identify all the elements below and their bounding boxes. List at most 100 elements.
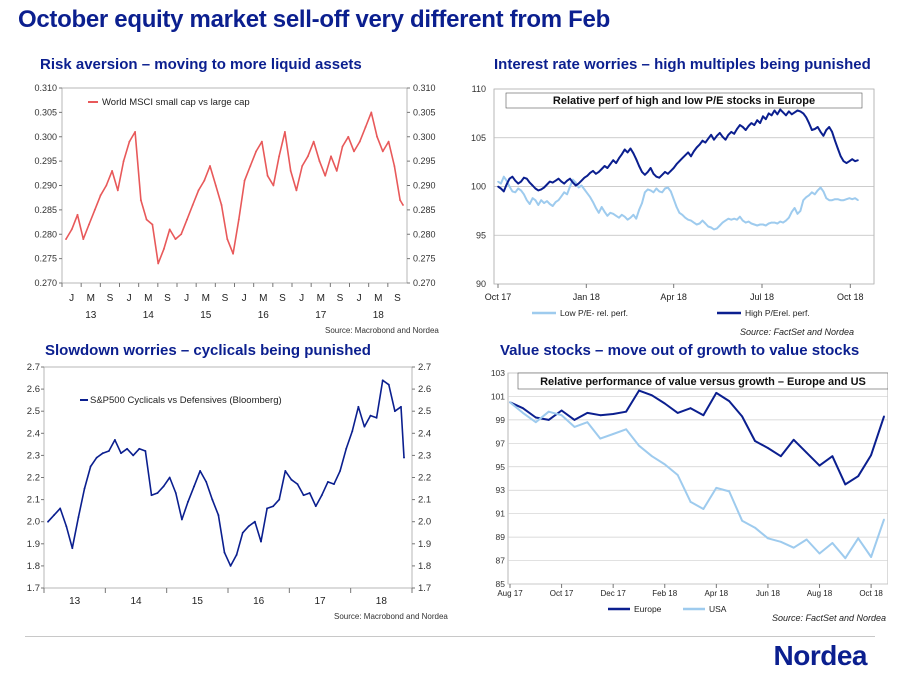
data-point bbox=[520, 180, 522, 183]
data-point bbox=[638, 165, 640, 167]
data-point bbox=[387, 383, 390, 386]
data-point bbox=[676, 411, 679, 414]
data-point bbox=[621, 153, 623, 156]
data-point bbox=[549, 203, 551, 205]
data-point bbox=[537, 189, 540, 192]
data-point bbox=[600, 206, 603, 208]
data-point bbox=[724, 219, 727, 222]
data-point bbox=[351, 430, 354, 432]
data-point bbox=[641, 171, 643, 173]
y-tick-label-right: 2.6 bbox=[418, 384, 431, 395]
data-point bbox=[744, 129, 747, 131]
data-point bbox=[560, 180, 563, 183]
data-point bbox=[704, 141, 707, 144]
y-tick-label: 87 bbox=[496, 556, 506, 566]
y-tick-label-right: 0.300 bbox=[413, 132, 436, 142]
data-point bbox=[747, 220, 750, 223]
data-point bbox=[120, 452, 122, 455]
data-point bbox=[572, 178, 574, 181]
data-point bbox=[727, 217, 730, 220]
data-point bbox=[546, 183, 548, 186]
x-month-label: S bbox=[337, 293, 344, 304]
data-point bbox=[799, 110, 802, 113]
x-tick-label: Aug 18 bbox=[807, 589, 833, 598]
data-point bbox=[197, 189, 200, 192]
data-point bbox=[369, 414, 372, 417]
data-point bbox=[741, 415, 744, 418]
data-point bbox=[345, 447, 348, 450]
data-point bbox=[320, 494, 323, 497]
y-tick-label: 95 bbox=[476, 230, 486, 240]
data-point bbox=[393, 410, 396, 413]
data-point bbox=[625, 428, 627, 431]
data-point bbox=[870, 454, 873, 456]
data-point bbox=[586, 174, 589, 177]
y-tick-label: 100 bbox=[471, 182, 486, 192]
data-point bbox=[592, 201, 594, 203]
y-tick-label-left: 0.280 bbox=[34, 229, 57, 239]
data-point bbox=[307, 155, 309, 158]
data-point bbox=[101, 452, 104, 455]
data-point bbox=[808, 194, 810, 197]
legend-label: USA bbox=[709, 604, 727, 614]
data-point bbox=[782, 111, 784, 114]
data-point bbox=[341, 145, 344, 148]
x-tick-label: Jan 18 bbox=[573, 292, 600, 302]
data-point bbox=[301, 165, 304, 167]
data-point bbox=[551, 205, 554, 207]
data-point bbox=[612, 213, 614, 215]
data-point bbox=[330, 155, 332, 158]
y-tick-label-left: 2.5 bbox=[27, 406, 40, 417]
data-point bbox=[517, 187, 519, 190]
x-month-label: M bbox=[87, 293, 95, 304]
data-point bbox=[635, 158, 638, 160]
data-point bbox=[690, 219, 692, 222]
data-point bbox=[595, 207, 597, 209]
data-point bbox=[508, 177, 511, 180]
data-point bbox=[551, 181, 554, 184]
data-point bbox=[603, 165, 606, 167]
data-point bbox=[521, 407, 524, 410]
panel-title-interest-rate: Interest rate worries – high multiples b… bbox=[494, 56, 871, 73]
data-point bbox=[586, 192, 589, 195]
data-point bbox=[111, 169, 113, 172]
data-point bbox=[560, 414, 563, 417]
data-point bbox=[514, 191, 517, 194]
data-point bbox=[599, 437, 602, 440]
x-month-label: M bbox=[259, 293, 267, 304]
source-note-1: Source: Macrobond and Nordea bbox=[325, 326, 439, 335]
data-point bbox=[180, 233, 183, 236]
x-month-label: S bbox=[222, 293, 229, 304]
data-point bbox=[672, 198, 675, 200]
data-point bbox=[754, 526, 756, 529]
data-point bbox=[509, 401, 511, 404]
data-point bbox=[526, 177, 528, 180]
data-point bbox=[363, 425, 366, 428]
y-tick-label-right: 2.1 bbox=[418, 495, 431, 506]
data-point bbox=[543, 202, 545, 204]
data-point bbox=[773, 109, 776, 112]
data-point bbox=[831, 131, 833, 133]
data-point bbox=[716, 227, 718, 230]
data-point bbox=[664, 171, 666, 173]
y-tick-label-left: 2.2 bbox=[27, 473, 40, 484]
data-point bbox=[788, 110, 790, 113]
data-point bbox=[586, 411, 589, 414]
y-tick-label-right: 0.305 bbox=[413, 107, 436, 117]
data-point bbox=[698, 222, 701, 225]
data-point bbox=[520, 189, 522, 192]
data-point bbox=[353, 150, 355, 153]
x-year-label: 15 bbox=[192, 596, 204, 607]
data-point bbox=[851, 198, 854, 200]
data-point bbox=[676, 474, 679, 476]
source-note-3: Source: Macrobond and Nordea bbox=[334, 612, 448, 621]
data-point bbox=[689, 407, 692, 410]
data-point bbox=[376, 135, 378, 138]
data-point bbox=[739, 215, 741, 218]
data-point bbox=[702, 414, 705, 417]
data-point bbox=[580, 184, 583, 187]
data-point bbox=[844, 483, 847, 486]
data-point bbox=[95, 456, 98, 459]
data-point bbox=[814, 193, 816, 196]
data-point bbox=[284, 469, 287, 472]
